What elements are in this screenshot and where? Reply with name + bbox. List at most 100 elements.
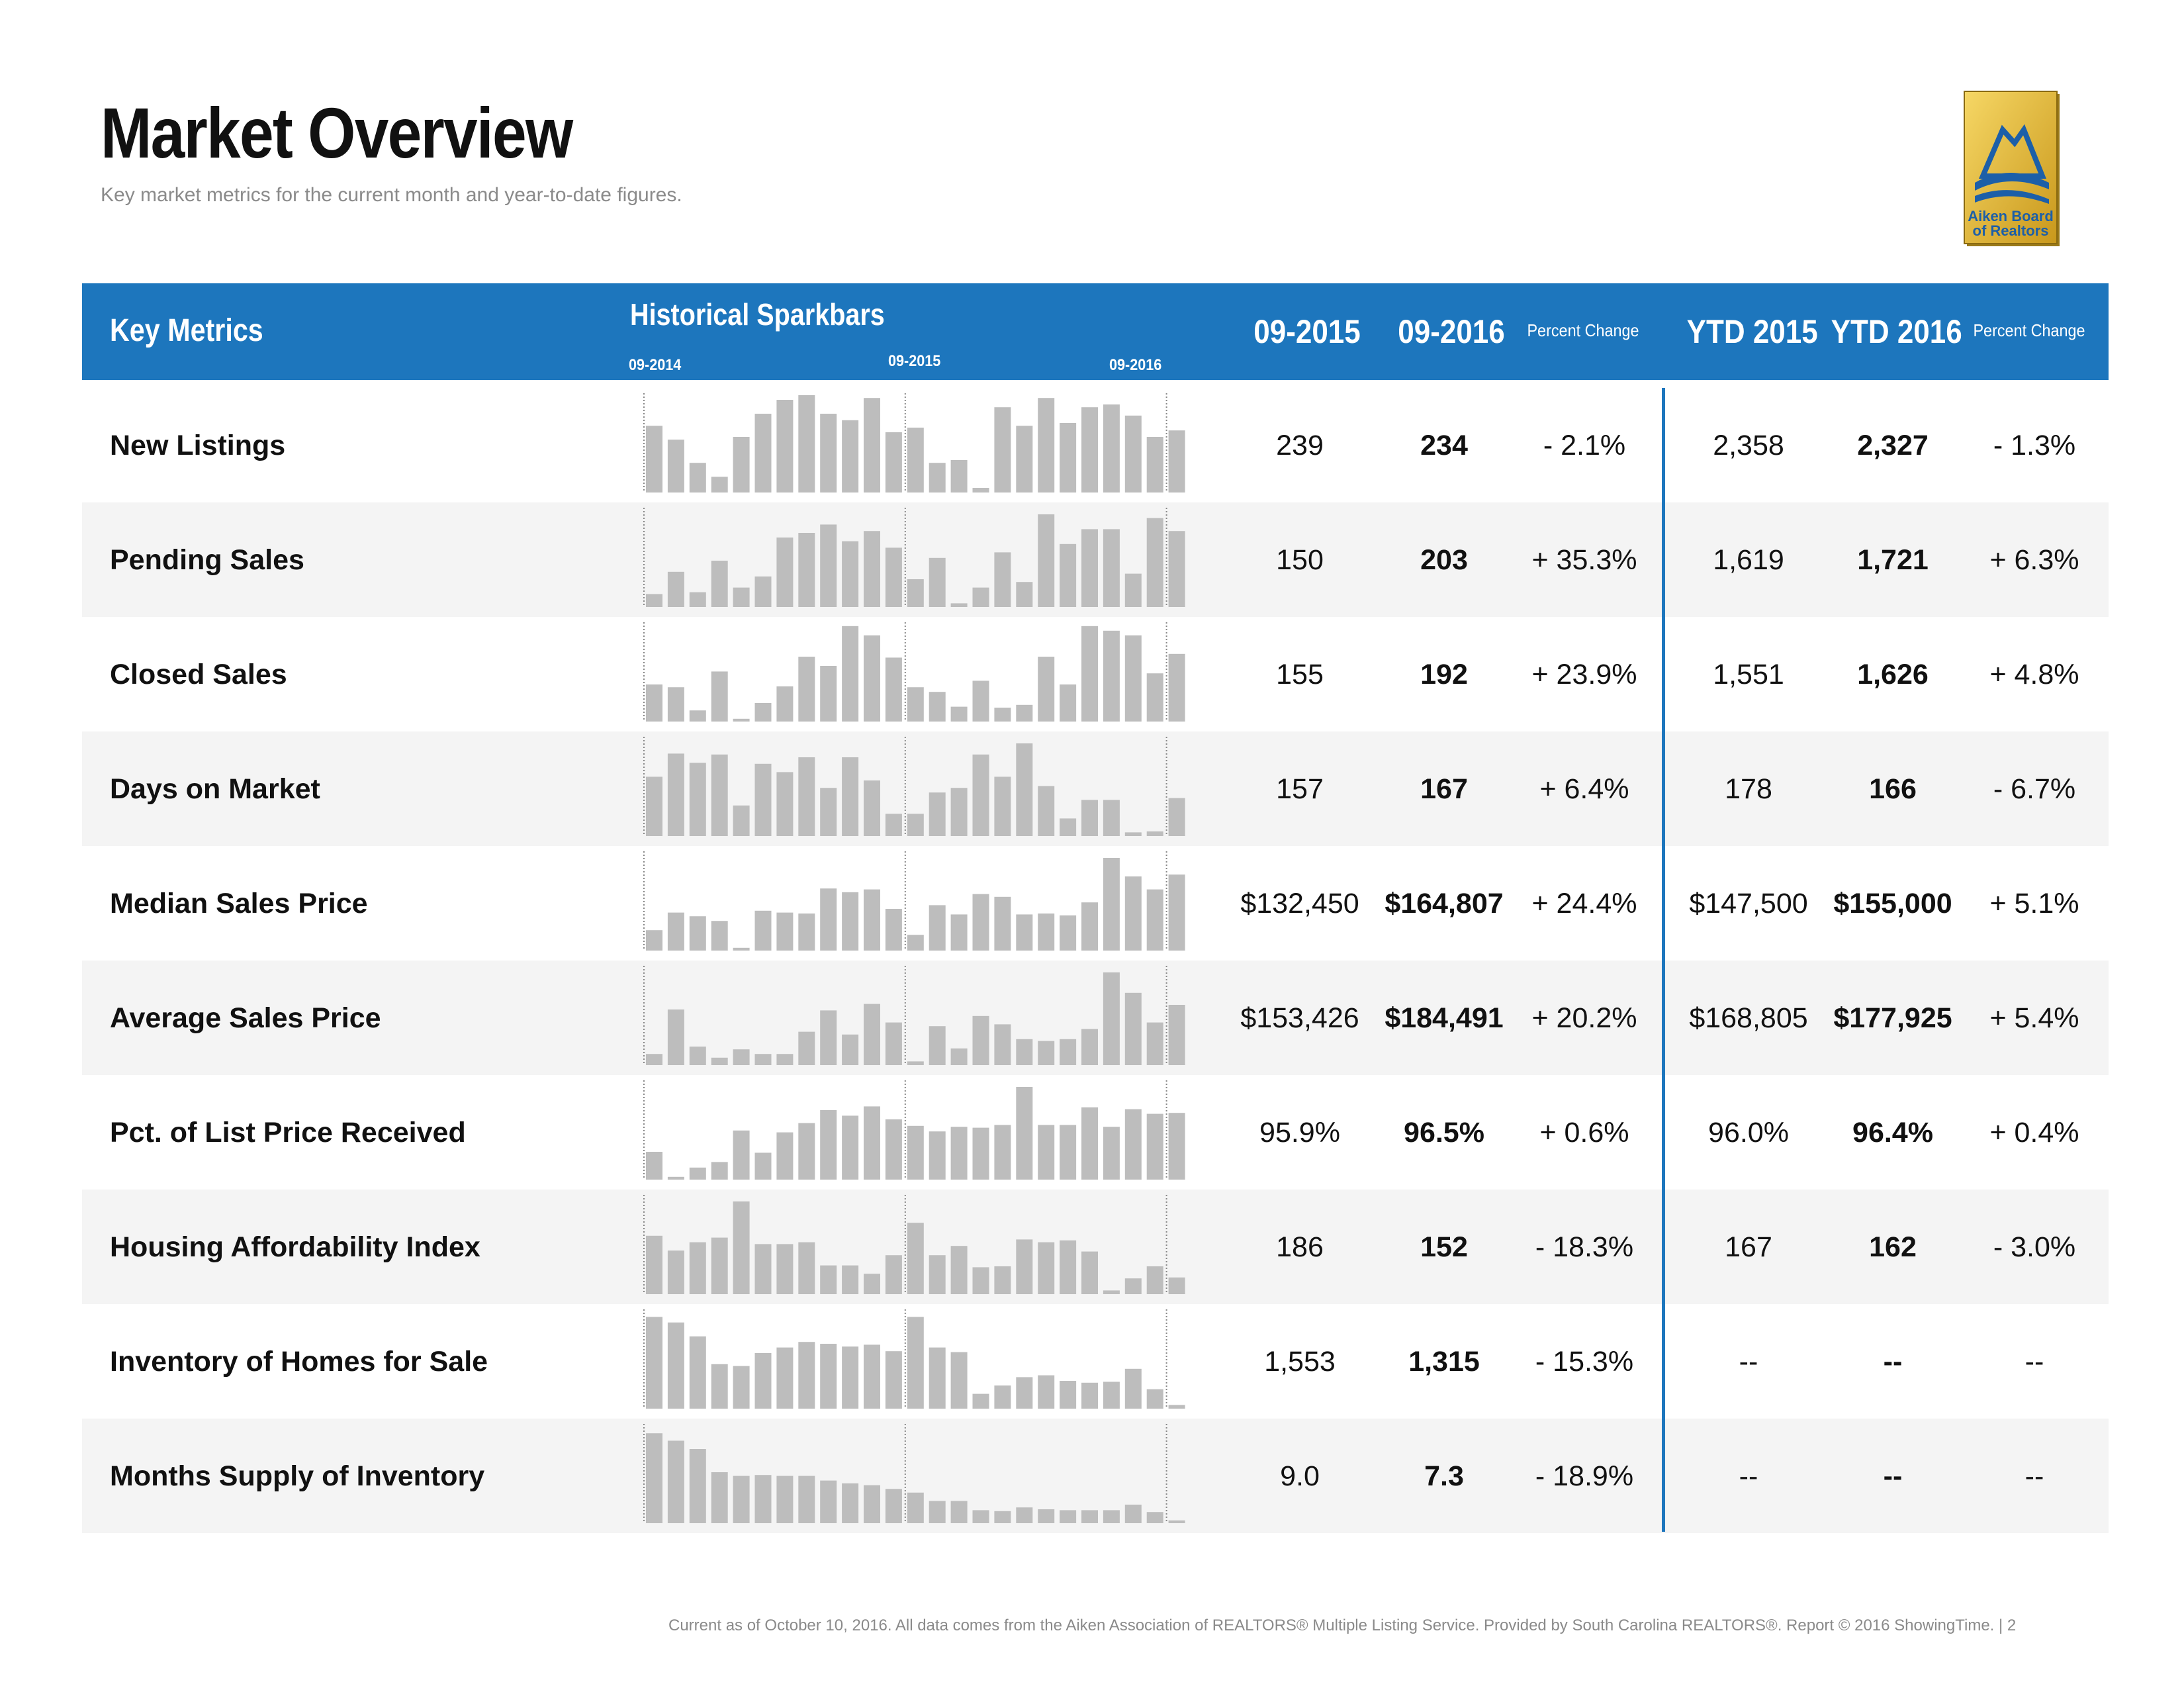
sparkbar — [646, 426, 662, 492]
sparkbar — [1103, 1290, 1120, 1294]
value-ytd2015: -- — [1739, 1460, 1758, 1492]
value-ytd2015: 178 — [1725, 773, 1772, 805]
sparkbar — [907, 935, 924, 951]
value-ytd2016: 2,327 — [1857, 430, 1929, 461]
sparkbar — [864, 1344, 880, 1409]
sparkbar — [667, 1322, 684, 1409]
value-ytd2016: 1,626 — [1857, 659, 1929, 690]
sparkbar — [1081, 800, 1098, 836]
sparkbar-chart — [643, 966, 1185, 1065]
sparkbar — [798, 1476, 815, 1523]
sparkbar — [711, 1057, 728, 1065]
value-v2016: 203 — [1420, 544, 1468, 576]
value-ytdpct: - 1.3% — [1993, 430, 2076, 461]
value-ytd2015: $147,500 — [1689, 888, 1808, 919]
sparkbar — [842, 892, 859, 951]
sparkbar — [994, 1125, 1011, 1180]
sparkbar — [885, 1255, 902, 1294]
sparkbar — [929, 1131, 946, 1180]
value-pct: - 15.3% — [1535, 1346, 1634, 1378]
sparkbar — [972, 1510, 989, 1523]
sparkbar — [864, 398, 880, 492]
value-v2015: 155 — [1276, 659, 1324, 690]
value-ytd2015: 1,619 — [1713, 544, 1784, 576]
value-pct: + 23.9% — [1531, 659, 1637, 690]
sparkbar — [1016, 704, 1033, 722]
sparkbar — [1060, 1381, 1077, 1409]
table-row: Median Sales Price $132,450 $164,807 + 24.4… — [82, 846, 2109, 961]
header-09-2015: 09-2015 — [1253, 313, 1361, 350]
value-pct: + 24.4% — [1531, 888, 1637, 919]
value-v2016: $184,491 — [1385, 1002, 1504, 1034]
sparkbar — [929, 692, 946, 722]
sparkbar-chart — [643, 393, 1185, 492]
sparkbar — [646, 776, 662, 836]
sparkbar — [667, 912, 684, 951]
ytd-divider — [1662, 388, 1665, 1532]
sparkbar — [864, 1485, 880, 1523]
sparkbar — [1168, 798, 1185, 836]
spark-date-start: 09-2014 — [629, 356, 682, 374]
sparkbar — [1060, 1039, 1077, 1065]
sparkbar — [798, 657, 815, 722]
value-ytdpct: - 3.0% — [1993, 1231, 2076, 1263]
sparkbar — [842, 1346, 859, 1409]
sparkbar — [1124, 635, 1142, 722]
sparkbar — [798, 1242, 815, 1294]
sparkbar — [646, 1433, 662, 1523]
sparkbar — [950, 460, 968, 492]
sparkbar — [820, 414, 837, 492]
sparkbar — [1016, 1039, 1033, 1065]
sparkbar — [1060, 1510, 1077, 1523]
sparkbar — [1016, 1507, 1033, 1523]
sparkbar — [1016, 1239, 1033, 1294]
sparkbar — [667, 687, 684, 722]
value-v2016: $164,807 — [1385, 888, 1504, 919]
value-v2016: 1,315 — [1408, 1346, 1480, 1378]
value-v2016: 234 — [1420, 430, 1468, 461]
header-historical-sparkbars: Historical Sparkbars — [630, 297, 885, 332]
sparkbar — [754, 1054, 772, 1065]
sparkbar — [864, 635, 880, 722]
sparkbar — [1038, 1125, 1055, 1180]
sparkbar — [1081, 1107, 1098, 1180]
sparkbar — [1103, 404, 1120, 492]
value-ytdpct: + 5.4% — [1989, 1002, 2079, 1034]
metric-label: Pending Sales — [110, 544, 304, 576]
sparkbar — [972, 1015, 989, 1065]
value-ytdpct: + 4.8% — [1989, 659, 2079, 690]
sparkbar — [733, 1130, 750, 1180]
sparkbar — [1124, 832, 1142, 836]
value-v2016: 96.5% — [1404, 1117, 1484, 1149]
sparkbar — [1038, 1242, 1055, 1294]
sparkbar — [1146, 1389, 1163, 1409]
table-row: Months Supply of Inventory 9.0 7.3 - 18.9% -… — [82, 1419, 2109, 1533]
value-pct: + 6.4% — [1539, 773, 1629, 805]
sparkbar-chart — [643, 508, 1185, 607]
sparkbar — [820, 1010, 837, 1065]
sparkbar — [1124, 415, 1142, 492]
sparkbar — [1146, 831, 1163, 836]
sparkbar — [1103, 1510, 1120, 1523]
value-ytdpct: -- — [2025, 1460, 2044, 1492]
sparkbar — [1060, 915, 1077, 951]
value-ytd2015: 1,551 — [1713, 659, 1784, 690]
sparkbar — [994, 407, 1011, 492]
sparkbar — [1146, 1113, 1163, 1180]
sparkbar — [929, 1501, 946, 1523]
sparkbar — [929, 792, 946, 836]
value-ytdpct: + 5.1% — [1989, 888, 2079, 919]
value-pct: + 20.2% — [1531, 1002, 1637, 1034]
sparkbar-chart — [643, 1080, 1185, 1180]
sparkbar — [798, 914, 815, 951]
sparkbar — [1103, 529, 1120, 607]
sparkbar — [1038, 1509, 1055, 1523]
sparkbar — [1038, 398, 1055, 492]
sparkbar — [1038, 514, 1055, 607]
value-v2015: 186 — [1276, 1231, 1324, 1263]
sparkbar — [1146, 673, 1163, 722]
sparkbar — [1081, 1382, 1098, 1409]
table-row: Average Sales Price $153,426 $184,491 + 20.… — [82, 961, 2109, 1075]
sparkbar — [842, 1483, 859, 1523]
sparkbar — [646, 1235, 662, 1294]
